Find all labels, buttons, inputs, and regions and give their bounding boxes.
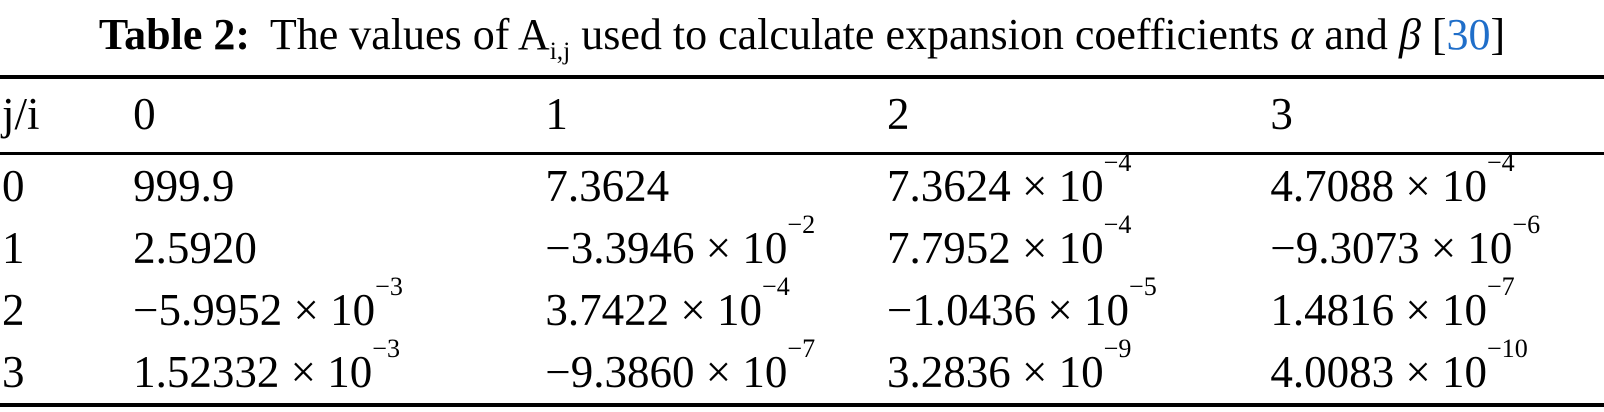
table-row: 3 1.52332 × 10−3 −9.3860 × 10−7 3.2836 × 10… <box>0 334 1604 405</box>
row-header: 2 <box>2 285 25 335</box>
column-header-j-i: j/i <box>0 77 134 155</box>
beta-symbol: β <box>1398 10 1421 59</box>
row-header: 1 <box>2 223 25 273</box>
column-header-3: 3 <box>1270 77 1604 155</box>
value-cell: 7.3624 <box>545 161 670 211</box>
value-cell: 7.7952 × 10−4 <box>886 210 1132 273</box>
citation-link[interactable]: 30 <box>1446 10 1491 59</box>
table-caption: Table 2: The values of Ai,j used to calc… <box>0 0 1604 75</box>
citation-bracket-close: ] <box>1490 10 1506 59</box>
exponent: −4 <box>761 272 790 302</box>
value-cell: −9.3860 × 10−7 <box>545 334 816 397</box>
value-cell: 3.7422 × 10−4 <box>545 272 790 335</box>
column-header-1: 1 <box>545 77 887 155</box>
exponent: −3 <box>372 334 401 364</box>
exponent: −7 <box>787 334 816 364</box>
value-cell: 1.52332 × 10−3 <box>133 334 401 397</box>
value-cell: −9.3073 × 10−6 <box>1270 210 1541 273</box>
column-header-2: 2 <box>886 77 1271 155</box>
value-cell: −5.9952 × 10−3 <box>133 272 403 335</box>
table-row: 2 −5.9952 × 10−3 3.7422 × 10−4 −1.0436 × 10… <box>0 272 1604 341</box>
citation-bracket-open: [ <box>1431 10 1447 59</box>
value-cell: 4.7088 × 10−4 <box>1270 148 1515 211</box>
caption-text-1: The values of A <box>269 10 550 59</box>
exponent: −6 <box>1512 210 1541 240</box>
value-cell: 7.3624 × 10−4 <box>886 148 1132 211</box>
caption-conjunction: and <box>1324 10 1388 59</box>
value-cell: 3.2836 × 10−9 <box>886 334 1132 397</box>
table-row: 1 2.5920 −3.3946 × 10−2 7.7952 × 10−4 −9.307… <box>0 210 1604 279</box>
exponent: −3 <box>375 272 403 302</box>
exponent: −4 <box>1103 210 1132 240</box>
exponent: −4 <box>1486 148 1515 178</box>
value-cell: −3.3946 × 10−2 <box>545 210 816 273</box>
exponent: −7 <box>1486 272 1515 302</box>
coefficients-table: j/i 0 1 2 3 0 999.9 7.3624 7.3624 × 10−4 4.7088 … <box>0 75 1604 407</box>
caption-text-2: used to calculate expansion coefficients <box>581 10 1280 59</box>
caption-subscript: i,j <box>549 35 571 65</box>
value-cell: −1.0436 × 10−5 <box>886 272 1157 335</box>
exponent: −9 <box>1103 334 1132 364</box>
exponent: −4 <box>1103 148 1132 178</box>
exponent: −10 <box>1486 334 1528 364</box>
row-header: 0 <box>2 161 25 211</box>
row-header: 3 <box>2 347 25 397</box>
exponent: −5 <box>1129 272 1157 302</box>
value-cell: 1.4816 × 10−7 <box>1270 272 1515 335</box>
table-row: 0 999.9 7.3624 7.3624 × 10−4 4.7088 × 10−4 <box>0 148 1604 218</box>
caption-label: Table 2: <box>98 10 250 59</box>
header-row: j/i 0 1 2 3 <box>0 77 1604 155</box>
exponent: −2 <box>787 210 816 240</box>
alpha-symbol: α <box>1290 10 1314 59</box>
column-header-0: 0 <box>133 77 546 155</box>
value-cell: 2.5920 <box>133 223 257 273</box>
value-cell: 999.9 <box>133 161 235 211</box>
value-cell: 4.0083 × 10−10 <box>1270 334 1528 397</box>
